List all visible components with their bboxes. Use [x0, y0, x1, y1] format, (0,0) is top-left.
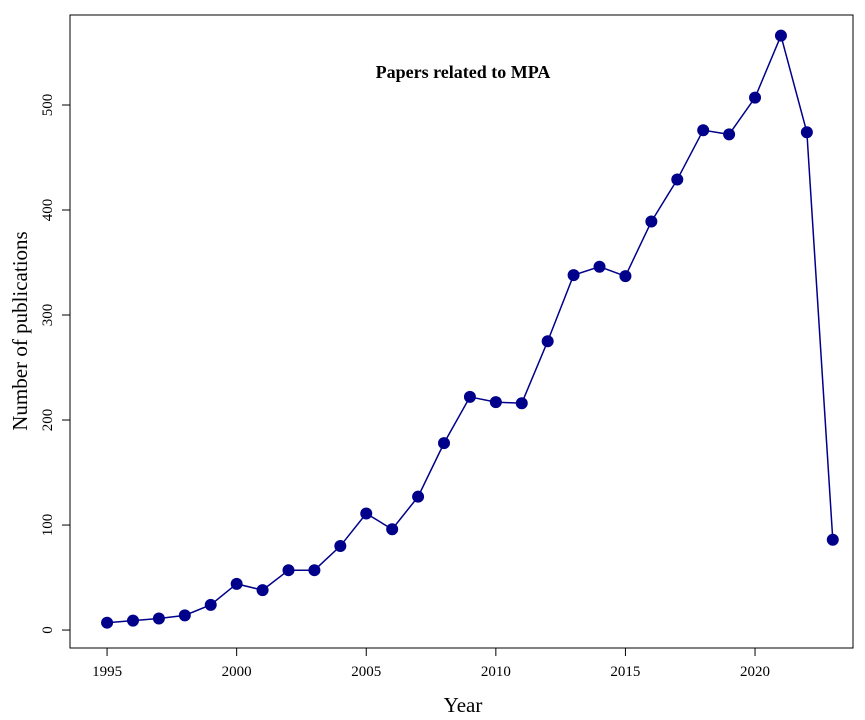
x-tick-label: 2020 — [740, 664, 770, 680]
data-line — [107, 33, 834, 624]
data-point — [489, 396, 502, 409]
x-axis-label: Year — [444, 693, 483, 717]
chart-title: Papers related to MPA — [376, 62, 551, 82]
data-point — [178, 609, 191, 622]
data-point — [126, 614, 139, 627]
data-point — [567, 269, 580, 282]
data-point — [412, 490, 425, 503]
data-point — [515, 397, 528, 410]
y-axis-label: Number of publications — [8, 231, 32, 430]
data-point — [749, 91, 762, 104]
x-tick-label: 2000 — [222, 664, 252, 680]
plot-frame — [69, 14, 854, 649]
data-point — [438, 437, 451, 450]
data-point — [619, 270, 632, 283]
data-point — [282, 564, 295, 577]
x-tick-label: 2010 — [481, 664, 511, 680]
data-point — [386, 523, 399, 536]
y-tick-label: 0 — [40, 626, 56, 634]
data-point — [541, 335, 554, 348]
data-point — [774, 29, 787, 42]
data-point — [256, 584, 269, 597]
data-point — [671, 173, 684, 186]
x-tick-label: 1995 — [92, 664, 122, 680]
data-point — [697, 124, 710, 137]
data-point — [800, 126, 813, 139]
data-point — [723, 128, 736, 141]
data-point — [593, 260, 606, 273]
data-point — [360, 507, 373, 520]
data-point — [463, 390, 476, 403]
x-tick-label: 2005 — [351, 664, 381, 680]
data-point — [645, 215, 658, 228]
data-point — [204, 598, 217, 611]
y-tick-label: 300 — [40, 304, 56, 327]
data-point — [334, 540, 347, 553]
data-point — [826, 533, 839, 546]
y-tick-label: 400 — [40, 199, 56, 222]
y-tick-label: 200 — [40, 409, 56, 432]
data-point — [230, 577, 243, 590]
data-point — [152, 612, 165, 625]
data-point — [308, 564, 321, 577]
data-point — [101, 616, 114, 629]
x-tick-label: 2015 — [610, 664, 640, 680]
y-tick-label: 100 — [40, 514, 56, 537]
y-tick-label: 500 — [40, 94, 56, 117]
